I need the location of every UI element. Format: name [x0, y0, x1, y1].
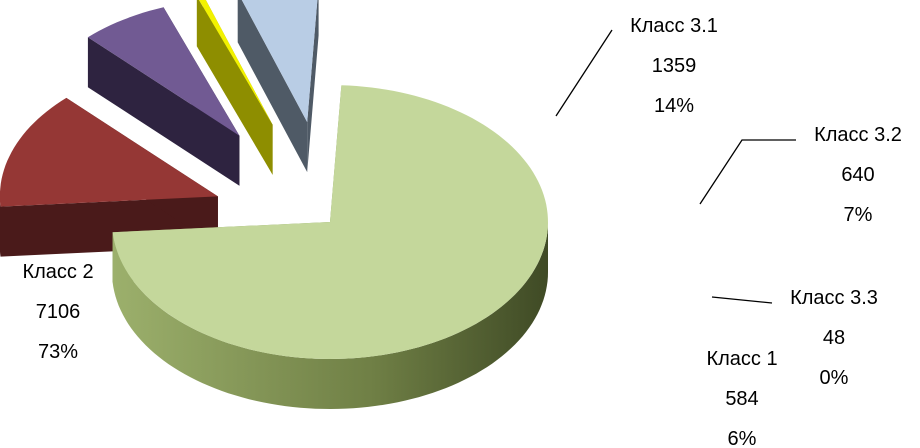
slice-top	[87, 7, 240, 136]
data-label-percent: 6%	[728, 428, 757, 448]
slice-wall	[203, 0, 273, 175]
data-label-name: Класс 3.3	[790, 287, 878, 309]
data-label-percent: 0%	[820, 367, 849, 389]
label-Класс-1: Класс 1 584 6%	[706, 348, 777, 448]
slice-Класс-2	[112, 85, 548, 409]
slice-wall	[307, 0, 319, 173]
data-label-percent: 14%	[654, 95, 694, 117]
data-label-value: 48	[823, 327, 845, 349]
label-Класс-2: Класс 2 7106 73%	[22, 261, 93, 363]
data-label-value: 1359	[652, 55, 697, 77]
data-label-percent: 7%	[844, 204, 873, 226]
slice-Класс-3-2	[87, 7, 240, 186]
data-label-name: Класс 3.1	[630, 15, 718, 37]
slice-top	[0, 97, 218, 207]
label-Класс-3-3: Класс 3.3 48 0%	[711, 287, 878, 389]
data-label-value: 7106	[36, 301, 81, 323]
slice-Класс-3-1	[0, 97, 218, 257]
slice-wall	[87, 37, 240, 186]
leader-line	[555, 29, 613, 117]
slice-wall	[237, 0, 308, 173]
slice-side	[112, 222, 548, 409]
slice-side	[0, 201, 1, 257]
data-label-value: 584	[725, 388, 758, 410]
data-label-name: Класс 1	[706, 348, 777, 370]
slice-top	[241, 0, 318, 123]
leader-line	[699, 139, 796, 205]
pie-labels: Класс 2 7106 73% Класс 3.1 1359 14% Класс 3.2 6…	[22, 15, 901, 448]
slice-Класс-1	[237, 0, 319, 173]
leader-line	[711, 296, 773, 304]
data-label-percent: 73%	[38, 341, 78, 363]
slice-top	[112, 85, 548, 359]
slice-Класс-3-3	[196, 0, 273, 175]
pie-slices	[0, 0, 548, 409]
data-label-name: Класс 2	[22, 261, 93, 283]
label-Класс-3-1: Класс 3.1 1359 14%	[555, 15, 718, 117]
data-label-name: Класс 3.2	[814, 124, 902, 146]
label-Класс-3-2: Класс 3.2 640 7%	[699, 124, 902, 226]
slice-top	[198, 0, 273, 125]
data-label-value: 640	[841, 164, 874, 186]
